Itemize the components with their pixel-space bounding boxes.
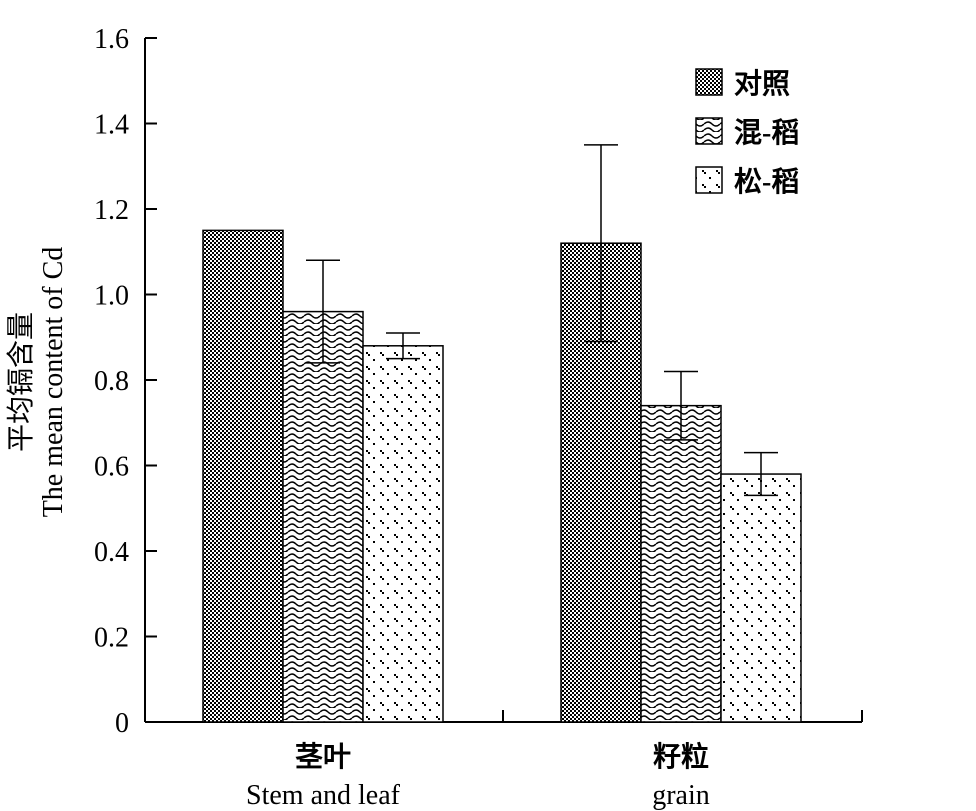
- y-tick-label: 1.4: [94, 110, 129, 141]
- legend-label: 松-稻: [734, 166, 799, 198]
- legend-label: 对照: [734, 68, 790, 100]
- x-axis: 茎叶 Stem and leaf 籽粒 grain: [145, 710, 863, 811]
- y-tick-label: 0: [115, 708, 129, 739]
- y-tick-label: 0.8: [94, 366, 129, 397]
- y-axis: 0 0.2 0.4 0.6 0.8 1.0 1.2 1.4 1.6: [94, 24, 157, 739]
- y-axis-label-en: The mean content of Cd: [38, 247, 69, 518]
- x-category-label-en: grain: [652, 780, 710, 811]
- x-category-label-en: Stem and leaf: [246, 780, 401, 811]
- error-bars: [306, 144, 778, 497]
- y-tick-label: 0.2: [94, 623, 129, 654]
- x-category-label-cn: 茎叶: [295, 741, 351, 773]
- legend-label: 混-稻: [734, 117, 799, 149]
- bar: [202, 229, 284, 723]
- bar: [640, 404, 722, 723]
- bar: [720, 473, 802, 723]
- y-tick-label: 1.6: [94, 24, 129, 55]
- legend: 对照混-稻松-稻: [695, 68, 799, 198]
- legend-swatch: [695, 166, 723, 194]
- legend-swatch: [695, 68, 723, 96]
- y-axis-label-cn: 平均镉含量: [5, 312, 37, 452]
- bars: [202, 229, 802, 723]
- y-tick-label: 1.0: [94, 281, 129, 312]
- y-tick-label: 0.6: [94, 452, 129, 483]
- y-tick-label: 1.2: [94, 195, 129, 226]
- legend-swatch: [695, 117, 723, 145]
- bar: [282, 310, 364, 723]
- y-tick-label: 0.4: [94, 537, 129, 568]
- bar: [362, 345, 444, 723]
- x-category-label-cn: 籽粒: [653, 741, 709, 773]
